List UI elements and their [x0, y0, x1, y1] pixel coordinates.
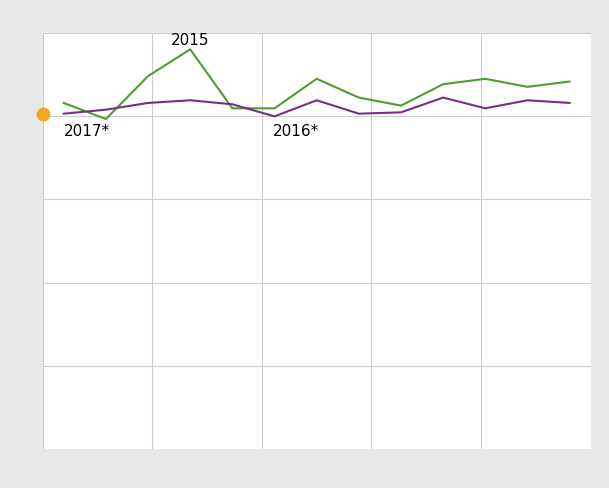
Text: 2016*: 2016* — [272, 124, 319, 139]
Text: 2015: 2015 — [171, 33, 209, 47]
Text: 2017*: 2017* — [64, 124, 110, 139]
